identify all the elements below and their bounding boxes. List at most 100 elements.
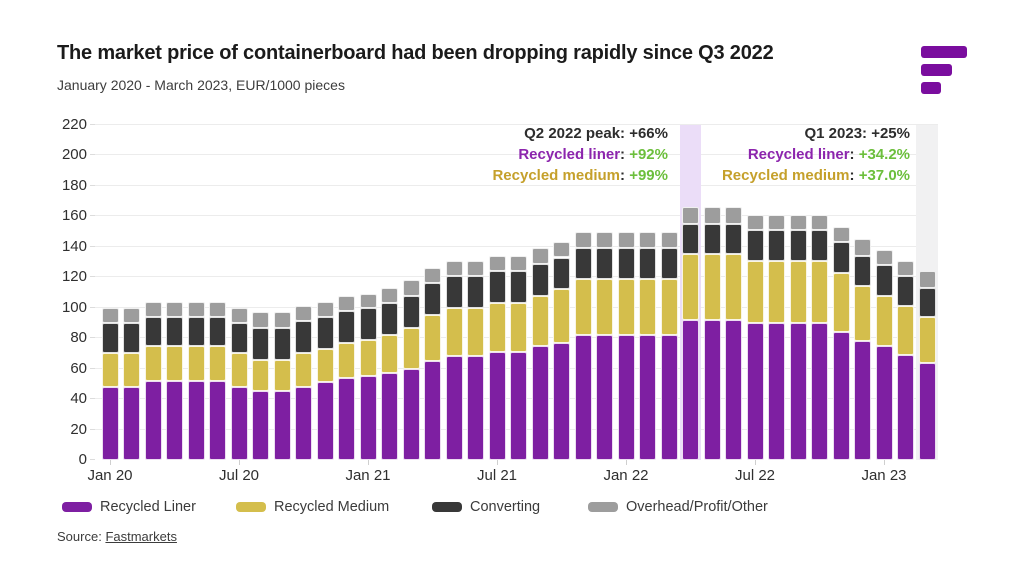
bar-segment-converting bbox=[402, 295, 420, 328]
bar bbox=[510, 255, 527, 460]
bar-segment-recycled-medium bbox=[854, 286, 871, 342]
bar-segment-overhead-profit-other bbox=[359, 294, 377, 308]
y-axis-tick bbox=[90, 459, 95, 460]
bar bbox=[768, 214, 785, 460]
bar-segment-overhead-profit-other bbox=[574, 231, 592, 249]
gridline bbox=[95, 215, 938, 217]
bar-segment-overhead-profit-other bbox=[660, 231, 678, 249]
bar-segment-recycled-liner bbox=[209, 380, 226, 460]
bar-segment-recycled-medium bbox=[531, 295, 549, 346]
bar bbox=[273, 312, 291, 460]
bar bbox=[488, 255, 506, 460]
bar bbox=[445, 260, 463, 460]
legend-item: Recycled Medium bbox=[236, 498, 389, 516]
annotation-heading: Q1 2023: +25% bbox=[804, 125, 911, 142]
logo-bar-bottom bbox=[921, 82, 941, 94]
bar-segment-recycled-medium bbox=[252, 359, 269, 392]
source-link[interactable]: Fastmarkets bbox=[105, 529, 177, 544]
y-axis-label: 160 bbox=[61, 207, 87, 225]
bar-segment-recycled-liner bbox=[596, 335, 613, 460]
bar-segment-overhead-profit-other bbox=[617, 231, 635, 249]
bar bbox=[316, 301, 334, 460]
y-axis-tick bbox=[90, 276, 95, 278]
y-axis-label: 200 bbox=[61, 146, 87, 164]
bar-segment-recycled-liner bbox=[832, 332, 850, 460]
annotation-value: +34.2% bbox=[858, 146, 910, 163]
bar-segment-converting bbox=[273, 327, 291, 360]
plot-area: 0 20 40 60 80 100 120 140 160 180 200 220 Jan 20 Jul … bbox=[62, 116, 938, 484]
y-axis-label: 60 bbox=[70, 359, 87, 377]
legend-swatch bbox=[62, 502, 92, 512]
x-axis-tick bbox=[368, 460, 369, 465]
bar bbox=[381, 287, 398, 460]
bar-segment-converting bbox=[359, 307, 377, 340]
bar-segment-overhead-profit-other bbox=[166, 301, 183, 317]
bar-segment-overhead-profit-other bbox=[811, 214, 828, 231]
bar-segment-converting bbox=[639, 248, 656, 279]
bar bbox=[144, 301, 162, 460]
bar-segment-overhead-profit-other bbox=[467, 260, 484, 276]
bar-segment-converting bbox=[295, 321, 312, 354]
bar-segment-recycled-medium bbox=[424, 315, 441, 362]
bar-segment-converting bbox=[123, 322, 140, 354]
bar-segment-converting bbox=[553, 257, 570, 290]
annotation-separator: : bbox=[849, 167, 859, 184]
y-axis-tick bbox=[90, 124, 95, 125]
bar-segment-recycled-medium bbox=[768, 260, 785, 323]
legend-item: Overhead/Profit/Other bbox=[588, 498, 768, 516]
bar-segment-recycled-liner bbox=[467, 356, 484, 460]
bar-segment-recycled-liner bbox=[144, 380, 162, 460]
bar-segment-recycled-liner bbox=[230, 386, 248, 460]
bar-segment-recycled-liner bbox=[897, 354, 914, 460]
bar-segment-overhead-profit-other bbox=[682, 207, 699, 224]
bar-segment-recycled-liner bbox=[617, 335, 635, 460]
annotation-heading: Q2 2022 peak: +66% bbox=[524, 125, 668, 142]
bar-segment-recycled-medium bbox=[445, 307, 463, 357]
bar-segment-recycled-liner bbox=[101, 386, 119, 460]
bar-segment-overhead-profit-other bbox=[187, 301, 205, 317]
legend-swatch bbox=[588, 502, 618, 512]
x-axis-label: Jan 23 bbox=[861, 467, 907, 484]
annotation-series-label: Recycled medium bbox=[492, 167, 621, 184]
bar-segment-recycled-liner bbox=[531, 345, 549, 460]
bar-segment-recycled-medium bbox=[402, 327, 420, 369]
bar-segment-recycled-liner bbox=[639, 335, 656, 460]
bar-segment-converting bbox=[144, 316, 162, 346]
bar-segment-recycled-liner bbox=[316, 382, 334, 460]
bar-segment-recycled-medium bbox=[811, 260, 828, 323]
bar-segment-recycled-liner bbox=[660, 335, 678, 460]
bar-segment-converting bbox=[875, 265, 893, 296]
bar-segment-converting bbox=[897, 275, 914, 307]
bar-segment-recycled-liner bbox=[725, 319, 742, 460]
bar-segment-overhead-profit-other bbox=[703, 207, 721, 224]
legend-item: Recycled Liner bbox=[62, 498, 196, 516]
fastmarkets-logo-icon bbox=[921, 46, 969, 96]
x-axis-label: Jan 20 bbox=[87, 467, 133, 484]
bar-segment-overhead-profit-other bbox=[639, 231, 656, 249]
bar-segment-recycled-liner bbox=[187, 380, 205, 460]
bar-segment-overhead-profit-other bbox=[445, 260, 463, 276]
bar bbox=[832, 227, 850, 460]
gridline bbox=[95, 245, 938, 247]
bar-segment-recycled-liner bbox=[295, 386, 312, 460]
y-axis-tick bbox=[90, 184, 95, 186]
y-axis-tick bbox=[90, 398, 95, 400]
bar-segment-overhead-profit-other bbox=[596, 231, 613, 249]
bar bbox=[617, 231, 635, 460]
bar bbox=[252, 312, 269, 460]
bar-segment-converting bbox=[381, 303, 398, 336]
y-axis-tick bbox=[90, 245, 95, 247]
bar bbox=[703, 207, 721, 460]
bar-segment-recycled-liner bbox=[359, 376, 377, 460]
annotation-line: Recycled liner: +92% bbox=[492, 144, 668, 165]
y-axis-label: 0 bbox=[78, 451, 87, 468]
bar-segment-converting bbox=[703, 223, 721, 255]
y-axis-label: 140 bbox=[61, 237, 87, 255]
y-axis-label: 80 bbox=[70, 329, 87, 347]
bar-segment-overhead-profit-other bbox=[789, 214, 807, 231]
bar-segment-converting bbox=[209, 316, 226, 346]
bar-segment-converting bbox=[252, 327, 269, 360]
bar-segment-converting bbox=[467, 275, 484, 308]
bar-segment-converting bbox=[338, 310, 355, 343]
bar-segment-overhead-profit-other bbox=[510, 255, 527, 272]
